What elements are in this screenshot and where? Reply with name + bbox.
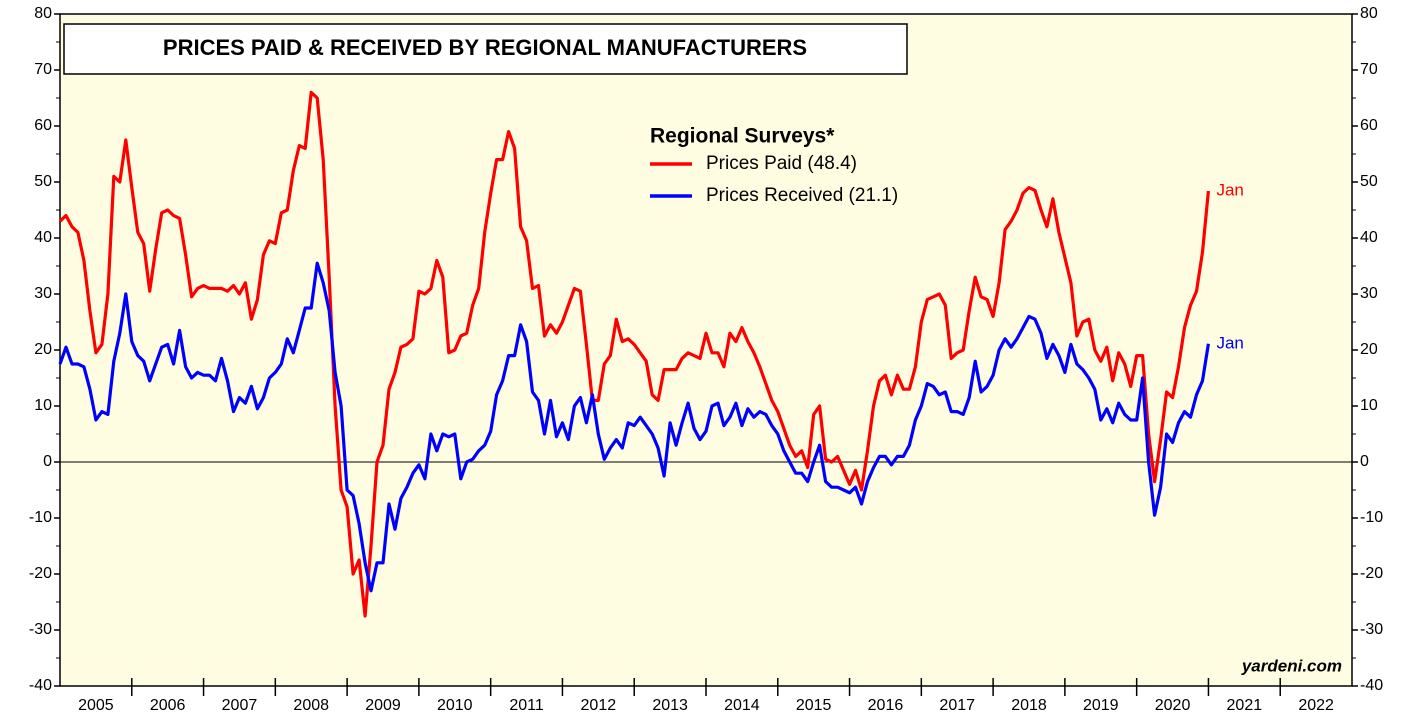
x-tick-label: 2011 (509, 697, 544, 714)
y2-tick-label: 30 (1360, 285, 1378, 302)
legend-label: Prices Paid (48.4) (706, 153, 857, 174)
y2-tick-label: 50 (1360, 173, 1378, 190)
y-tick-label: -20 (29, 565, 52, 582)
y-tick-label: -40 (29, 677, 52, 694)
series-line (58, 90, 1210, 618)
series-line (58, 261, 1210, 593)
x-tick-label: 2022 (1298, 697, 1334, 714)
y-tick-label: 10 (34, 397, 52, 414)
y2-tick-label: -30 (1360, 621, 1383, 638)
y-tick-label: 80 (34, 5, 52, 22)
x-tick-label: 2012 (581, 697, 617, 714)
x-tick-label: 2005 (78, 697, 114, 714)
y2-tick-label: 60 (1360, 117, 1378, 134)
x-tick-label: 2009 (365, 697, 401, 714)
y2-tick-label: -10 (1360, 509, 1383, 526)
x-tick-label: 2010 (437, 697, 473, 714)
y-tick-label: -30 (29, 621, 52, 638)
y2-tick-label: 0 (1360, 453, 1369, 470)
y2-tick-label: -20 (1360, 565, 1383, 582)
legend-label: Prices Received (21.1) (706, 185, 898, 206)
end-label: Jan (1216, 180, 1243, 199)
y2-tick-label: 40 (1360, 229, 1378, 246)
x-tick-label: 2017 (939, 697, 975, 714)
legend-title: Regional Surveys* (650, 125, 835, 148)
x-tick-label: 2018 (1011, 697, 1047, 714)
chart-title: PRICES PAID & RECEIVED BY REGIONAL MANUF… (163, 35, 807, 60)
y-tick-label: 70 (34, 61, 52, 78)
plot-area (59, 13, 1353, 687)
y2-tick-label: -40 (1360, 677, 1383, 694)
x-tick-label: 2008 (293, 697, 329, 714)
y-tick-label: 30 (34, 285, 52, 302)
x-tick-label: 2013 (652, 697, 688, 714)
y-tick-label: 50 (34, 173, 52, 190)
y2-tick-label: 70 (1360, 61, 1378, 78)
title-box (63, 23, 908, 75)
y-tick-label: 60 (34, 117, 52, 134)
x-tick-label: 2019 (1083, 697, 1119, 714)
x-tick-label: 2014 (724, 697, 760, 714)
x-tick-label: 2020 (1155, 697, 1191, 714)
watermark: yardeni.com (1241, 656, 1342, 675)
y-tick-label: -10 (29, 509, 52, 526)
end-label: Jan (1216, 333, 1243, 352)
x-tick-label: 2006 (150, 697, 186, 714)
y-tick-label: 0 (43, 453, 52, 470)
x-tick-label: 2015 (796, 697, 832, 714)
y-tick-label: 40 (34, 229, 52, 246)
y-tick-label: 20 (34, 341, 52, 358)
y2-tick-label: 10 (1360, 397, 1378, 414)
x-tick-label: 2007 (222, 697, 258, 714)
x-tick-label: 2021 (1227, 697, 1263, 714)
y2-tick-label: 80 (1360, 5, 1378, 22)
x-tick-label: 2016 (868, 697, 904, 714)
y2-tick-label: 20 (1360, 341, 1378, 358)
